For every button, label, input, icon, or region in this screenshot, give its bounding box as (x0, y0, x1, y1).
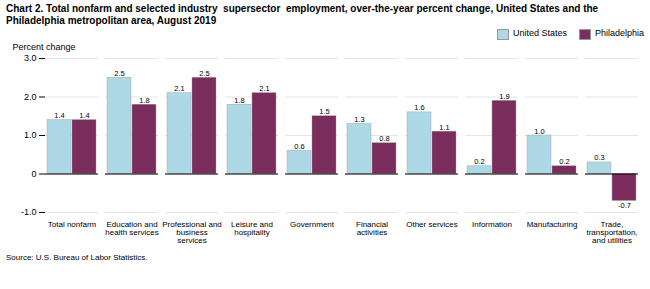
svg-text:0.6: 0.6 (294, 142, 304, 151)
svg-text:Leisure andhospitality: Leisure andhospitality (231, 220, 273, 237)
svg-text:2.1: 2.1 (259, 84, 269, 93)
svg-text:-1.0: -1.0 (21, 207, 37, 217)
svg-text:Financialactivities: Financialactivities (356, 220, 388, 237)
svg-text:0: 0 (31, 169, 36, 179)
svg-text:2.5: 2.5 (199, 69, 209, 78)
svg-text:0.2: 0.2 (559, 157, 569, 166)
svg-text:1.6: 1.6 (414, 103, 424, 112)
html-text:Chart 2. Total nonfarm and sel: Chart 2. Total nonfarm and selected indu… (6, 3, 599, 26)
svg-text:Manufacturing: Manufacturing (527, 220, 578, 229)
svg-text:3.0: 3.0 (24, 53, 37, 63)
svg-text:1.3: 1.3 (354, 115, 364, 124)
html-text:Philadelphia: Philadelphia (595, 28, 644, 39)
svg-text:Percent change: Percent change (13, 42, 76, 52)
svg-text:1.0: 1.0 (534, 127, 544, 136)
svg-text:1.9: 1.9 (499, 92, 509, 101)
svg-text:Government: Government (290, 220, 335, 229)
svg-text:0.2: 0.2 (474, 157, 484, 166)
html-text:Source: U.S. Bureau of Labor S: Source: U.S. Bureau of Labor Statistics. (6, 253, 148, 262)
svg-text:Total nonfarm: Total nonfarm (48, 220, 97, 229)
svg-text:Trade,transportation,and utili: Trade,transportation,and utilities (586, 220, 637, 245)
svg-text:1.5: 1.5 (319, 107, 329, 116)
svg-text:1.4: 1.4 (79, 111, 89, 120)
svg-text:Information: Information (472, 220, 512, 229)
svg-text:Other services: Other services (406, 220, 458, 229)
svg-text:1.1: 1.1 (439, 123, 449, 132)
svg-text:2.5: 2.5 (114, 69, 124, 78)
svg-text:Professional andbusinessservic: Professional andbusinessservices (162, 220, 222, 245)
svg-text:0.8: 0.8 (379, 134, 389, 143)
svg-text:2.0: 2.0 (24, 92, 37, 102)
svg-text:1.8: 1.8 (234, 96, 244, 105)
html-text:United States: United States (512, 28, 567, 39)
svg-text:-0.7: -0.7 (618, 201, 631, 210)
svg-text:1.4: 1.4 (54, 111, 64, 120)
svg-text:Education andhealth services: Education andhealth services (105, 220, 158, 237)
svg-text:1.8: 1.8 (139, 96, 149, 105)
svg-text:1.0: 1.0 (24, 130, 37, 140)
svg-text:2.1: 2.1 (174, 84, 184, 93)
svg-text:0.3: 0.3 (594, 153, 604, 162)
